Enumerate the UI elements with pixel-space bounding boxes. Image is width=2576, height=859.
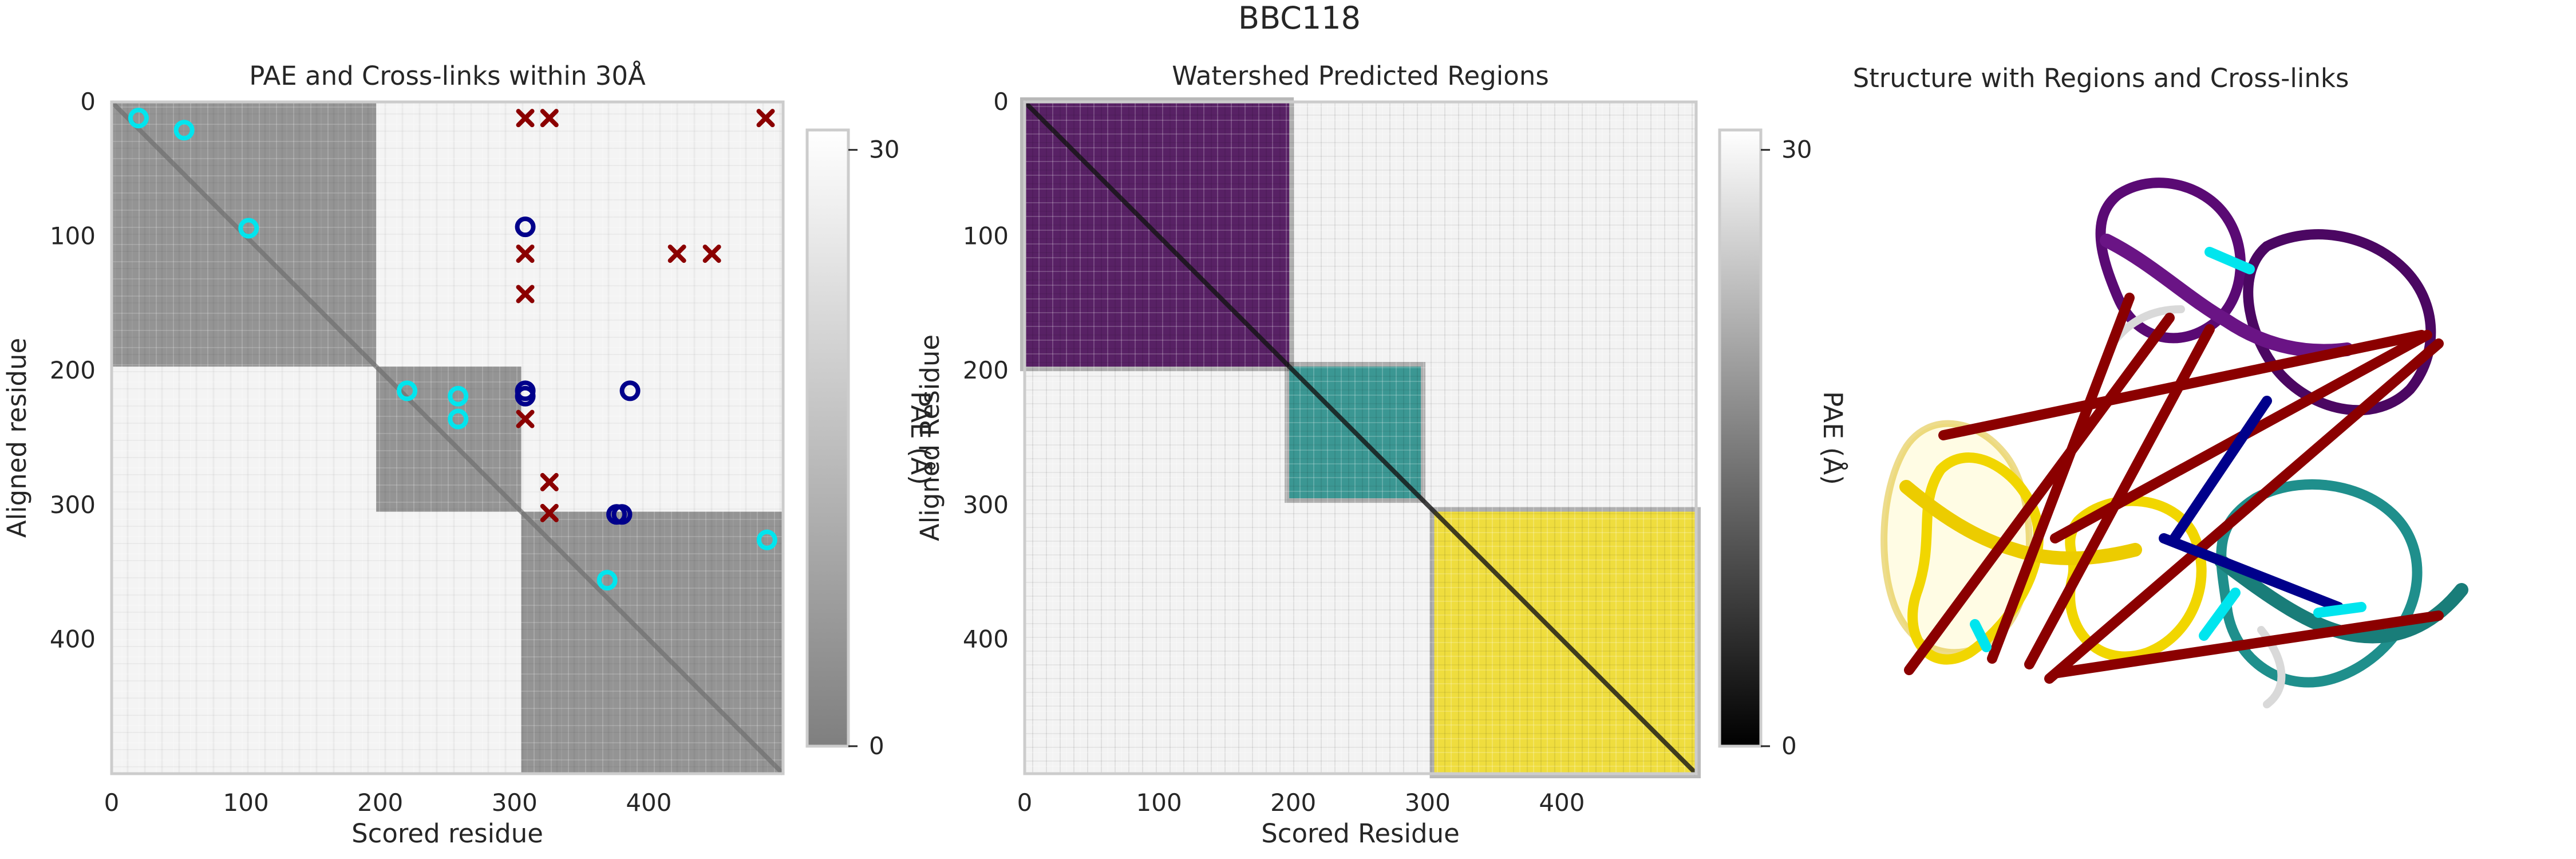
crosslink-beyond-30a — [2024, 324, 2215, 669]
x-tick-label: 300 — [492, 789, 538, 817]
crosslink-beyond-30a — [2053, 610, 2444, 678]
y-tick-label: 200 — [50, 356, 96, 384]
x-axis: 0 100 200 300 400 — [104, 789, 672, 817]
crosslink-same-region-marker — [173, 120, 195, 141]
colorbar-label: PAE (Å) — [905, 391, 935, 485]
x-tick-label: 400 — [626, 789, 671, 817]
pae-heatmap — [110, 100, 785, 775]
y-tick-label: 300 — [50, 491, 96, 519]
x-tick-label: 100 — [223, 789, 269, 817]
colorbar-gradient — [1718, 128, 1763, 748]
x-axis: 0 100 200 300 400 — [1017, 789, 1585, 817]
y-tick-label: 100 — [50, 222, 96, 250]
crosslink-diff-region-marker — [611, 504, 633, 525]
crosslink-beyond-marker — [540, 503, 559, 522]
x-tick-label: 300 — [1405, 789, 1451, 817]
x-tick-label: 200 — [357, 789, 403, 817]
y-tick-label: 400 — [963, 625, 1009, 653]
crosslink-beyond-marker — [540, 109, 559, 128]
chart-title: Watershed Predicted Regions — [1172, 61, 1549, 91]
colorbar-gradient — [805, 128, 850, 748]
chart-title: PAE and Cross-links within 30Å — [249, 61, 646, 91]
crosslink-same-region — [2199, 588, 2241, 641]
y-axis: 0 100 200 300 400 — [50, 88, 96, 653]
crosslink-same-region-marker — [448, 385, 469, 407]
y-axis-label: Aligned residue — [2, 338, 32, 538]
crosslink-beyond-marker — [516, 245, 535, 263]
colorbar: 0 30 — [1718, 128, 1812, 760]
region-3-strand — [1899, 480, 2142, 565]
y-tick-label: 200 — [963, 356, 1009, 384]
crosslink-same-region-marker — [756, 529, 777, 550]
y-tick-label: 300 — [963, 491, 1009, 519]
crosslink-beyond-30a — [1987, 293, 2135, 664]
colorbar-tick-label: 30 — [1781, 136, 1812, 164]
axes-frame — [110, 100, 785, 775]
structure-panel: Structure with Regions and Cross-links — [1853, 63, 2468, 708]
protein-structure-illustration — [1880, 178, 2468, 708]
y-tick-label: 400 — [50, 625, 96, 653]
crosslink-diff-region — [2159, 533, 2344, 612]
crosslink-diff-region — [2167, 396, 2272, 546]
y-axis-label: Aligned Residue — [915, 334, 945, 541]
crosslink-beyond-marker — [516, 109, 535, 128]
x-tick-label: 400 — [1539, 789, 1585, 817]
colorbar-tick-label: 0 — [1781, 732, 1797, 760]
crosslink-diff-region-marker — [515, 216, 536, 238]
figure-suptitle: BBC118 — [1238, 0, 1361, 36]
y-tick-label: 0 — [80, 88, 96, 116]
colorbar-tick-label: 0 — [869, 732, 884, 760]
y-tick-label: 0 — [993, 88, 1009, 116]
region-2-helix-cluster — [2216, 479, 2423, 688]
crosslink-beyond-marker — [516, 285, 535, 304]
crosslink-same-region — [1970, 619, 1992, 652]
crosslink-beyond-marker — [516, 409, 535, 428]
watershed-heatmap — [1020, 97, 1701, 778]
colorbar-label: PAE (Å) — [1818, 391, 1848, 485]
structure-title: Structure with Regions and Cross-links — [1853, 63, 2349, 93]
x-tick-label: 200 — [1270, 789, 1316, 817]
region-1-strand — [2100, 234, 2354, 358]
crosslink-beyond-30a — [2044, 338, 2444, 684]
x-axis-label: Scored Residue — [1261, 818, 1460, 849]
diagonal — [1023, 100, 1698, 775]
crosslink-same-region-marker — [238, 218, 259, 239]
y-axis: 0 100 200 300 400 — [963, 88, 1009, 653]
crosslink-beyond-marker — [667, 245, 686, 263]
crosslink-same-region — [2313, 602, 2366, 618]
crosslink-beyond-marker — [702, 245, 721, 263]
x-tick-label: 0 — [104, 789, 120, 817]
colorbar: 0 30 — [805, 128, 899, 760]
pae-crosslink-panel: PAE and Cross-links within 30Å 0 100 200 30… — [2, 61, 935, 849]
x-tick-label: 0 — [1017, 789, 1033, 817]
colorbar-tick-label: 30 — [869, 136, 899, 164]
crosslink-same-region-marker — [596, 570, 618, 591]
crosslink-markers — [128, 108, 777, 591]
crosslink-beyond-marker — [540, 472, 559, 491]
axes-frame — [1023, 100, 1698, 775]
crosslink-same-region-marker — [397, 380, 418, 401]
crosslink-beyond-30a — [1904, 313, 2175, 675]
crosslink-same-region-marker — [128, 108, 149, 129]
x-tick-label: 100 — [1136, 789, 1182, 817]
diagonal — [110, 100, 785, 775]
watershed-panel: Watershed Predicted Regions 0 100 200 300 40… — [915, 61, 1848, 849]
y-tick-label: 100 — [963, 222, 1009, 250]
region-3-helix-cluster — [1907, 452, 2044, 665]
crosslink-same-region — [2204, 247, 2255, 274]
crosslink-diff-region-marker — [619, 380, 641, 401]
x-axis-label: Scored residue — [351, 818, 543, 849]
crosslink-diff-region-marker — [515, 385, 536, 407]
crosslink-beyond-marker — [756, 109, 775, 128]
crosslink-same-region-marker — [448, 408, 469, 430]
